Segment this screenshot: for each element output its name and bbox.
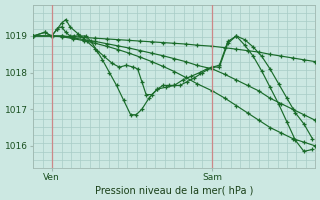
X-axis label: Pression niveau de la mer( hPa ): Pression niveau de la mer( hPa ) bbox=[95, 185, 253, 195]
